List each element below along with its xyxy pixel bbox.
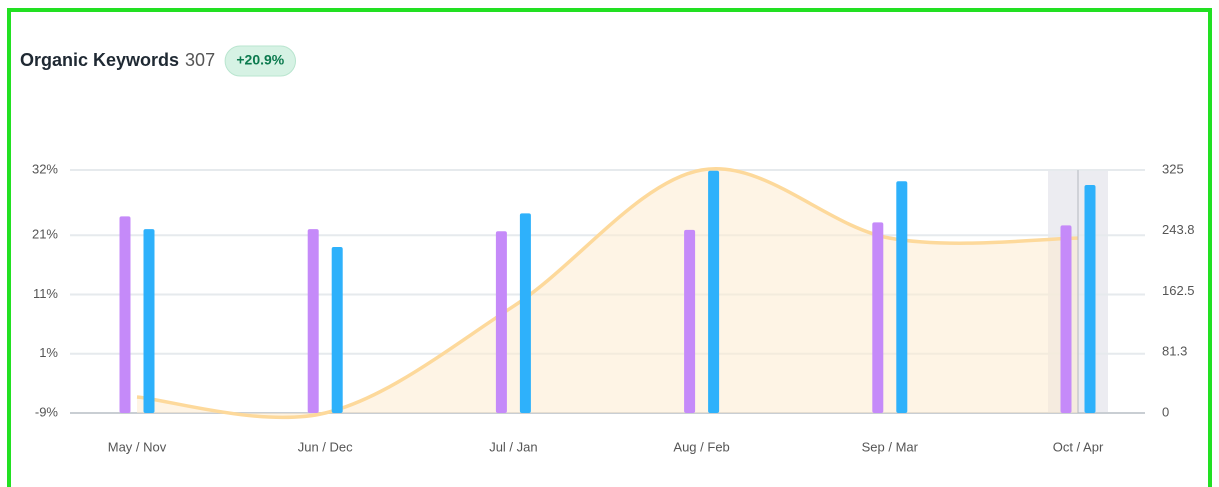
bar (307, 229, 319, 413)
frame (7, 8, 1212, 487)
bar (872, 222, 884, 413)
y2-tick-label: 243.8 (1162, 222, 1195, 237)
bar (495, 231, 507, 413)
y-tick-label: 1% (39, 345, 58, 360)
chart-title: Organic Keywords (20, 50, 179, 70)
x-tick-label: Oct / Apr (1053, 439, 1104, 454)
y-tick-label: 32% (32, 161, 58, 176)
bar (1084, 184, 1096, 413)
y2-tick-label: 0 (1162, 404, 1169, 419)
bar (331, 247, 343, 413)
x-tick-label: Sep / Mar (862, 439, 919, 454)
y-tick-label: 21% (32, 227, 58, 242)
y-tick-label: 11% (33, 286, 58, 301)
x-tick-label: Jul / Jan (489, 439, 537, 454)
y2-tick-label: 162.5 (1162, 283, 1195, 298)
x-tick-label: Jun / Dec (298, 439, 353, 454)
change-badge (224, 45, 297, 77)
y-tick-label: -9% (35, 404, 59, 419)
x-tick-label: Aug / Feb (673, 439, 729, 454)
total-value: 307 (185, 50, 215, 70)
x-tick-label: May / Nov (108, 439, 167, 454)
bar (896, 181, 908, 413)
bar (684, 229, 696, 413)
y2-tick-label: 325 (1162, 161, 1184, 176)
bar (708, 170, 720, 413)
bar (143, 229, 155, 413)
area (137, 168, 1078, 418)
bar (1060, 225, 1072, 413)
change-label: +20.9% (236, 52, 284, 68)
y2-tick-label: 81.3 (1162, 344, 1187, 359)
bar (119, 216, 131, 413)
bar (519, 213, 531, 413)
